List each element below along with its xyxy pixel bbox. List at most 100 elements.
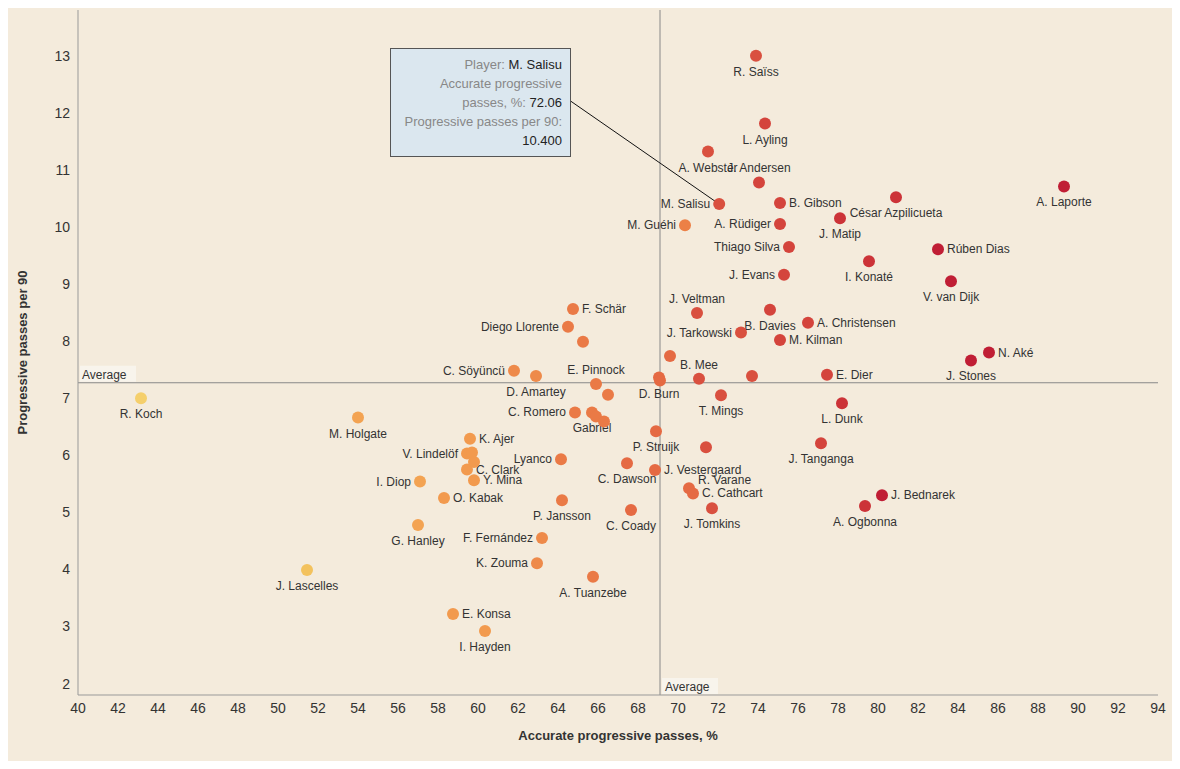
- svg-text:V. Lindelöf: V. Lindelöf: [402, 447, 458, 461]
- svg-text:T. Mings: T. Mings: [699, 404, 744, 418]
- svg-text:M. Guéhi: M. Guéhi: [627, 218, 676, 232]
- svg-text:I. Konaté: I. Konaté: [845, 270, 893, 284]
- svg-text:50: 50: [270, 700, 286, 716]
- svg-text:Average: Average: [82, 368, 127, 382]
- svg-text:J. Tomkins: J. Tomkins: [684, 517, 740, 531]
- svg-text:68: 68: [630, 700, 646, 716]
- svg-text:M. Holgate: M. Holgate: [329, 427, 387, 441]
- svg-text:C. Cathcart: C. Cathcart: [702, 486, 763, 500]
- svg-text:64: 64: [550, 700, 566, 716]
- svg-text:O. Kabak: O. Kabak: [453, 491, 504, 505]
- svg-text:48: 48: [230, 700, 246, 716]
- svg-text:Y. Mina: Y. Mina: [483, 473, 522, 487]
- svg-text:A. Ogbonna: A. Ogbonna: [833, 515, 897, 529]
- svg-text:J. Tanganga: J. Tanganga: [788, 452, 853, 466]
- svg-text:58: 58: [430, 700, 446, 716]
- svg-text:B. Mee: B. Mee: [680, 358, 718, 372]
- svg-text:44: 44: [150, 700, 166, 716]
- svg-text:9: 9: [62, 276, 70, 292]
- svg-text:Thiago Silva: Thiago Silva: [714, 240, 780, 254]
- svg-text:92: 92: [1110, 700, 1126, 716]
- svg-text:J. Matip: J. Matip: [819, 227, 861, 241]
- svg-text:80: 80: [870, 700, 886, 716]
- svg-text:72: 72: [710, 700, 726, 716]
- svg-text:N. Aké: N. Aké: [998, 346, 1034, 360]
- svg-text:3: 3: [62, 618, 70, 634]
- svg-text:J. Bednarek: J. Bednarek: [891, 488, 956, 502]
- svg-text:5: 5: [62, 504, 70, 520]
- svg-text:56: 56: [390, 700, 406, 716]
- svg-text:M. Kilman: M. Kilman: [789, 333, 842, 347]
- svg-text:L. Ayling: L. Ayling: [742, 133, 787, 147]
- svg-text:César Azpilicueta: César Azpilicueta: [850, 206, 943, 220]
- svg-text:K. Zouma: K. Zouma: [476, 556, 528, 570]
- svg-text:94: 94: [1150, 700, 1166, 716]
- svg-text:52: 52: [310, 700, 326, 716]
- svg-text:78: 78: [830, 700, 846, 716]
- svg-text:M. Salisu: M. Salisu: [661, 197, 710, 211]
- svg-text:P. Struijk: P. Struijk: [633, 440, 680, 454]
- svg-text:2: 2: [62, 676, 70, 692]
- svg-text:42: 42: [110, 700, 126, 716]
- svg-text:76: 76: [790, 700, 806, 716]
- svg-text:74: 74: [750, 700, 766, 716]
- svg-text:I. Diop: I. Diop: [376, 475, 411, 489]
- svg-text:K. Ajer: K. Ajer: [479, 432, 514, 446]
- svg-text:12: 12: [54, 105, 70, 121]
- svg-text:E. Konsa: E. Konsa: [462, 607, 511, 621]
- svg-text:E. Pinnock: E. Pinnock: [567, 363, 625, 377]
- svg-text:90: 90: [1070, 700, 1086, 716]
- svg-text:13: 13: [54, 48, 70, 64]
- svg-text:7: 7: [62, 390, 70, 406]
- svg-text:R. Saïss: R. Saïss: [733, 65, 778, 79]
- svg-text:4: 4: [62, 561, 70, 577]
- svg-text:V. van Dijk: V. van Dijk: [923, 290, 980, 304]
- svg-text:B. Gibson: B. Gibson: [789, 196, 842, 210]
- svg-text:F. Fernández: F. Fernández: [463, 531, 533, 545]
- svg-text:88: 88: [1030, 700, 1046, 716]
- svg-text:J. Andersen: J. Andersen: [727, 161, 790, 175]
- svg-text:J. Veltman: J. Veltman: [669, 292, 725, 306]
- svg-text:11: 11: [55, 162, 70, 178]
- svg-text:Lyanco: Lyanco: [514, 452, 553, 466]
- svg-text:40: 40: [70, 700, 86, 716]
- svg-text:Diego Llorente: Diego Llorente: [481, 320, 559, 334]
- svg-text:84: 84: [950, 700, 966, 716]
- svg-text:62: 62: [510, 700, 526, 716]
- svg-text:J. Evans: J. Evans: [729, 268, 775, 282]
- svg-text:70: 70: [670, 700, 686, 716]
- svg-text:86: 86: [990, 700, 1006, 716]
- svg-text:I. Hayden: I. Hayden: [459, 640, 510, 654]
- svg-text:R. Koch: R. Koch: [120, 407, 163, 421]
- svg-text:R. Varane: R. Varane: [698, 473, 751, 487]
- svg-text:A. Tuanzebe: A. Tuanzebe: [559, 586, 627, 600]
- svg-text:Accurate progressive passes, %: Accurate progressive passes, %: [518, 728, 718, 743]
- svg-text:F. Schär: F. Schär: [582, 302, 626, 316]
- svg-text:J. Stones: J. Stones: [946, 369, 996, 383]
- svg-text:46: 46: [190, 700, 206, 716]
- svg-text:C. Söyüncü: C. Söyüncü: [443, 364, 505, 378]
- svg-text:B. Davies: B. Davies: [744, 319, 795, 333]
- svg-text:C. Dawson: C. Dawson: [598, 472, 657, 486]
- svg-text:60: 60: [470, 700, 486, 716]
- svg-text:66: 66: [590, 700, 606, 716]
- svg-text:A. Laporte: A. Laporte: [1036, 195, 1092, 209]
- svg-text:Progressive passes per 90: Progressive passes per 90: [15, 270, 30, 434]
- svg-text:D. Burn: D. Burn: [639, 387, 680, 401]
- svg-text:82: 82: [910, 700, 926, 716]
- svg-text:L. Dunk: L. Dunk: [821, 412, 863, 426]
- svg-text:6: 6: [62, 447, 70, 463]
- svg-text:D. Amartey: D. Amartey: [506, 385, 565, 399]
- svg-text:C. Coady: C. Coady: [606, 519, 656, 533]
- svg-text:J. Tarkowski: J. Tarkowski: [667, 326, 732, 340]
- svg-text:A. Christensen: A. Christensen: [817, 316, 896, 330]
- svg-text:E. Dier: E. Dier: [836, 368, 873, 382]
- svg-text:C. Romero: C. Romero: [508, 405, 566, 419]
- svg-text:Rúben Dias: Rúben Dias: [947, 242, 1010, 256]
- svg-text:P. Jansson: P. Jansson: [533, 509, 591, 523]
- svg-text:A. Rüdiger: A. Rüdiger: [714, 217, 771, 231]
- svg-text:10: 10: [54, 219, 70, 235]
- svg-text:8: 8: [62, 333, 70, 349]
- svg-text:54: 54: [350, 700, 366, 716]
- svg-text:Average: Average: [665, 680, 710, 694]
